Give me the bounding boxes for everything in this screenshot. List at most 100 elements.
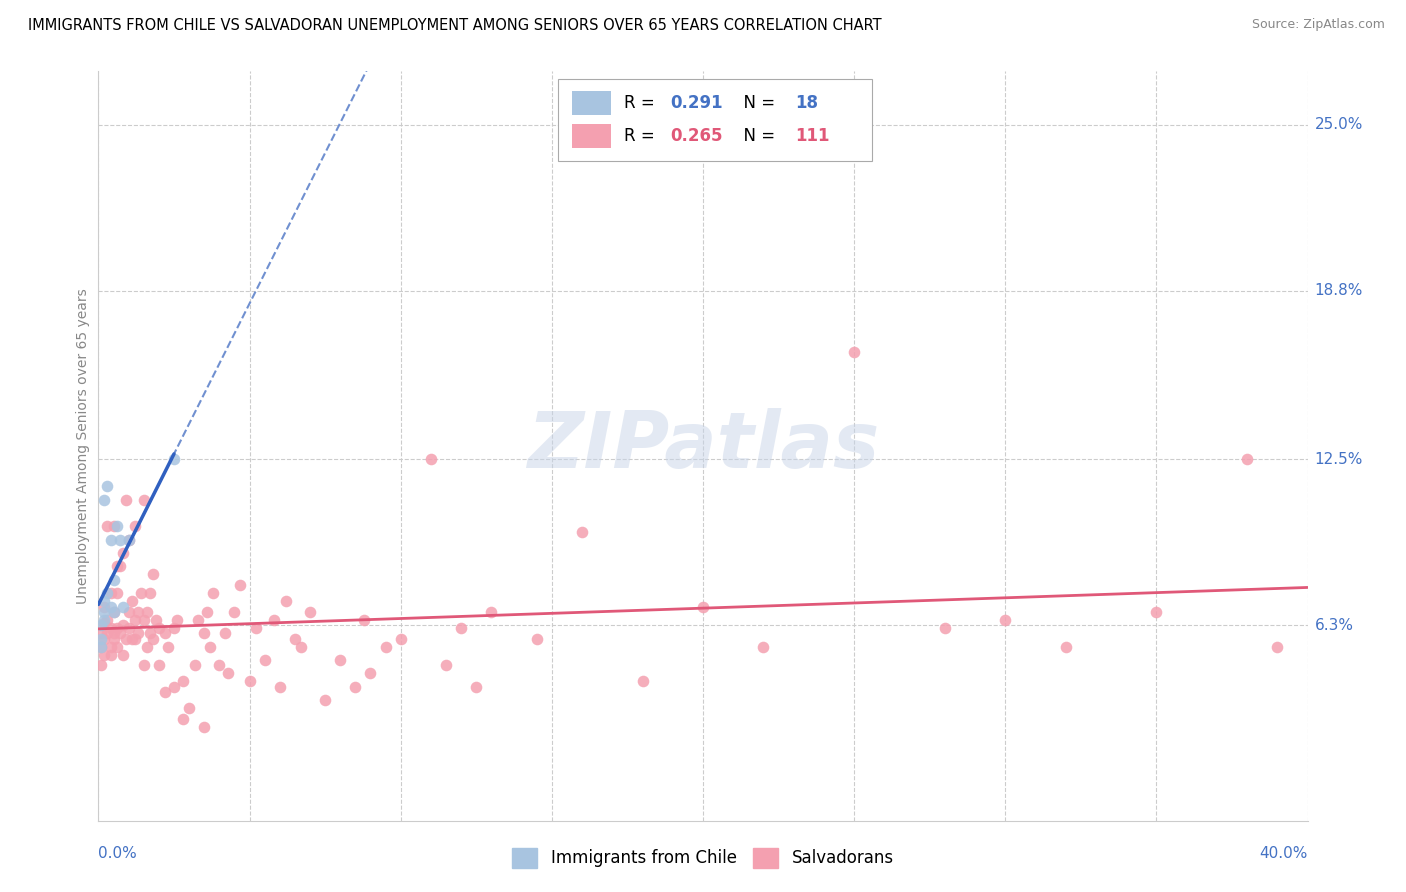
Text: 0.265: 0.265 bbox=[671, 127, 723, 145]
Point bbox=[299, 605, 322, 619]
Point bbox=[329, 653, 352, 667]
Point bbox=[90, 640, 112, 654]
Point bbox=[353, 613, 375, 627]
Point bbox=[148, 621, 170, 635]
Point bbox=[224, 605, 246, 619]
Point bbox=[153, 626, 176, 640]
Point bbox=[994, 613, 1017, 627]
Point bbox=[184, 658, 207, 673]
Text: 40.0%: 40.0% bbox=[1260, 846, 1308, 861]
Point bbox=[108, 626, 131, 640]
Point bbox=[156, 640, 179, 654]
Point bbox=[124, 613, 146, 627]
Point bbox=[129, 586, 152, 600]
Text: 12.5%: 12.5% bbox=[1315, 452, 1362, 467]
Point bbox=[105, 640, 128, 654]
Point bbox=[100, 640, 122, 654]
Point bbox=[96, 626, 118, 640]
Point bbox=[229, 578, 252, 592]
Text: IMMIGRANTS FROM CHILE VS SALVADORAN UNEMPLOYMENT AMONG SENIORS OVER 65 YEARS COR: IMMIGRANTS FROM CHILE VS SALVADORAN UNEM… bbox=[28, 18, 882, 33]
Point bbox=[90, 640, 112, 654]
Point bbox=[93, 492, 115, 507]
Point bbox=[752, 640, 775, 654]
Bar bbox=[572, 124, 612, 148]
Legend: Immigrants from Chile, Salvadorans: Immigrants from Chile, Salvadorans bbox=[506, 841, 900, 875]
Point bbox=[195, 605, 218, 619]
Point bbox=[145, 613, 167, 627]
Point bbox=[284, 632, 307, 646]
Point bbox=[105, 621, 128, 635]
Text: 6.3%: 6.3% bbox=[1315, 618, 1354, 632]
Point bbox=[118, 605, 141, 619]
Point bbox=[139, 626, 162, 640]
Point bbox=[114, 632, 136, 646]
Point bbox=[200, 640, 222, 654]
Point bbox=[139, 586, 162, 600]
Point bbox=[269, 680, 291, 694]
Point bbox=[105, 559, 128, 574]
Point bbox=[142, 567, 165, 582]
Point bbox=[142, 632, 165, 646]
Text: 0.0%: 0.0% bbox=[98, 846, 138, 861]
Point bbox=[100, 599, 122, 614]
Point bbox=[90, 626, 112, 640]
Point bbox=[172, 674, 194, 689]
Point bbox=[93, 605, 115, 619]
Point bbox=[344, 680, 367, 694]
Text: 111: 111 bbox=[794, 127, 830, 145]
Point bbox=[163, 621, 186, 635]
Point bbox=[290, 640, 312, 654]
Point bbox=[96, 586, 118, 600]
Point bbox=[124, 632, 146, 646]
Point bbox=[103, 632, 125, 646]
Point bbox=[274, 594, 297, 608]
Point bbox=[374, 640, 396, 654]
Point bbox=[1144, 605, 1167, 619]
Point bbox=[93, 613, 115, 627]
Text: R =: R = bbox=[624, 127, 661, 145]
Point bbox=[93, 594, 115, 608]
Point bbox=[111, 599, 134, 614]
Point bbox=[239, 674, 262, 689]
Point bbox=[481, 605, 503, 619]
Y-axis label: Unemployment Among Seniors over 65 years: Unemployment Among Seniors over 65 years bbox=[76, 288, 90, 604]
Point bbox=[93, 632, 115, 646]
Point bbox=[148, 658, 170, 673]
Point bbox=[844, 345, 866, 359]
Point bbox=[631, 674, 654, 689]
Point bbox=[127, 626, 149, 640]
Point bbox=[118, 533, 141, 547]
Point bbox=[434, 658, 457, 673]
Point bbox=[121, 632, 143, 646]
Point bbox=[314, 693, 336, 707]
Point bbox=[103, 519, 125, 533]
Point bbox=[108, 533, 131, 547]
Point bbox=[114, 492, 136, 507]
Text: Source: ZipAtlas.com: Source: ZipAtlas.com bbox=[1251, 18, 1385, 31]
Point bbox=[93, 599, 115, 614]
Point bbox=[135, 605, 157, 619]
Point bbox=[153, 685, 176, 699]
Point bbox=[100, 648, 122, 662]
Point bbox=[187, 613, 209, 627]
Point bbox=[90, 632, 112, 646]
Point bbox=[1267, 640, 1289, 654]
Point bbox=[253, 653, 276, 667]
Point bbox=[103, 626, 125, 640]
Point bbox=[166, 613, 188, 627]
Point bbox=[389, 632, 412, 646]
Point bbox=[108, 559, 131, 574]
Text: N =: N = bbox=[734, 127, 780, 145]
Point bbox=[1236, 452, 1258, 467]
Text: N =: N = bbox=[734, 94, 780, 112]
Point bbox=[127, 605, 149, 619]
Point bbox=[360, 666, 382, 681]
Point bbox=[96, 479, 118, 493]
Point bbox=[193, 720, 215, 734]
Point bbox=[132, 658, 155, 673]
Point bbox=[692, 599, 714, 614]
FancyBboxPatch shape bbox=[558, 78, 872, 161]
Point bbox=[90, 658, 112, 673]
Point bbox=[111, 648, 134, 662]
Point bbox=[105, 519, 128, 533]
